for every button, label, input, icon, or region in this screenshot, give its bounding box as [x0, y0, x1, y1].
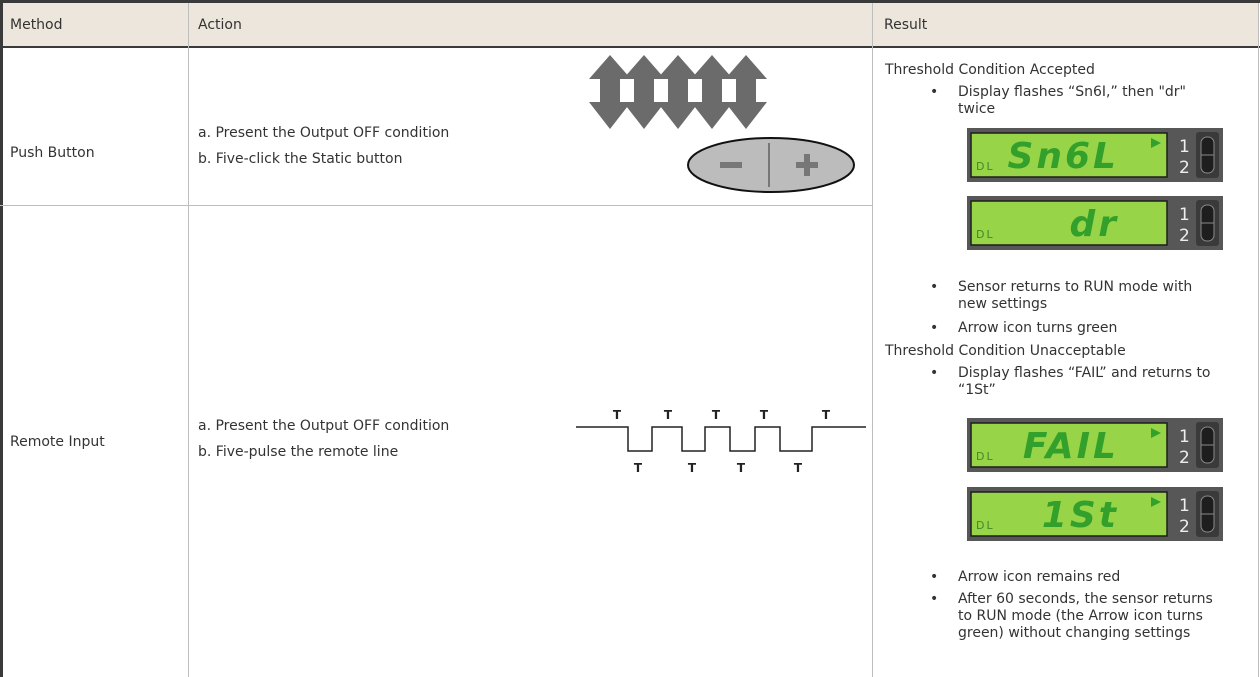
bullet-text: Display flashes “Sn6I,” then "dr" twice [958, 84, 1186, 117]
lcd-mode-label: DL [976, 519, 995, 532]
pulse-label: T [664, 408, 673, 422]
lcd-screen [970, 132, 1168, 178]
channel-label: 1 [1179, 427, 1190, 447]
channel-label: 2 [1179, 517, 1190, 537]
pulse-label: T [634, 461, 643, 475]
header-border [0, 46, 1260, 48]
action-step: b. Five-pulse the remote line [198, 444, 399, 460]
bullet: • [930, 569, 939, 585]
right-border [1258, 3, 1259, 677]
lcd-mode-label: DL [976, 228, 995, 241]
pulse-label: T [688, 461, 697, 475]
section-heading: Threshold Condition Unacceptable [885, 343, 1126, 359]
lcd-arrow [1151, 138, 1161, 148]
lcd-arrow [1151, 497, 1161, 507]
lcd-display: DL Sn6L 12 [967, 128, 1223, 182]
pulse-label: T [822, 408, 831, 422]
lcd-screen [970, 200, 1168, 246]
pulse-waveform: T T T T T T T T T [576, 408, 866, 475]
channel-label: 2 [1179, 448, 1190, 468]
bullet: • [930, 279, 939, 295]
bullet-text: Arrow icon remains red [958, 569, 1121, 585]
left-border [0, 0, 3, 677]
header-cell: Method [10, 17, 63, 33]
lcd-readout: FAIL [1023, 426, 1119, 467]
lcd-mode-label: DL [976, 450, 995, 463]
row-divider [0, 205, 872, 206]
bullet-text: Sensor returns to RUN mode with new sett… [958, 279, 1193, 312]
pulse-label: T [760, 408, 769, 422]
top-border [0, 0, 1260, 3]
header-cell: Result [884, 17, 928, 33]
column-divider [188, 3, 189, 677]
channel-label: 2 [1179, 158, 1190, 178]
pulse-label: T [712, 408, 721, 422]
lcd-readout: dr [1069, 204, 1119, 245]
lcd-display: DL 1St 12 [967, 487, 1223, 541]
action-step: b. Five-click the Static button [198, 151, 403, 167]
lcd-screen [970, 422, 1168, 468]
pulse-label: T [794, 461, 803, 475]
lcd-screen [970, 491, 1168, 537]
bullet: • [930, 320, 939, 336]
method-cell: Remote Input [10, 434, 105, 450]
channel-label: 1 [1179, 496, 1190, 516]
pulse-label: T [613, 408, 622, 422]
lcd-display: DL dr 12 [967, 196, 1223, 250]
lcd-readout: 1St [1042, 495, 1119, 536]
channel-label: 1 [1179, 137, 1190, 157]
bullet-text: Display flashes “FAIL” and returns to “1… [958, 365, 1211, 398]
action-step: a. Present the Output OFF condition [198, 125, 450, 141]
lcd-display: DL FAIL 12 [967, 418, 1223, 472]
bullet-text: Arrow icon turns green [958, 320, 1118, 336]
push-button-illustration [589, 55, 855, 193]
column-divider [872, 3, 873, 677]
lcd-mode-label: DL [976, 160, 995, 173]
method-cell: Push Button [10, 145, 95, 161]
header-row [3, 3, 1258, 46]
lcd-arrow [1151, 428, 1161, 438]
bullet: • [930, 591, 939, 607]
header-cell: Action [198, 17, 242, 33]
bullet-text: After 60 seconds, the sensor returns to … [958, 591, 1213, 641]
bullet: • [930, 84, 939, 100]
channel-label: 2 [1179, 226, 1190, 246]
channel-label: 1 [1179, 205, 1190, 225]
action-step: a. Present the Output OFF condition [198, 418, 450, 434]
lcd-readout: Sn6L [1007, 136, 1119, 177]
pulse-label: T [737, 461, 746, 475]
section-heading: Threshold Condition Accepted [885, 62, 1095, 78]
bullet: • [930, 365, 939, 381]
